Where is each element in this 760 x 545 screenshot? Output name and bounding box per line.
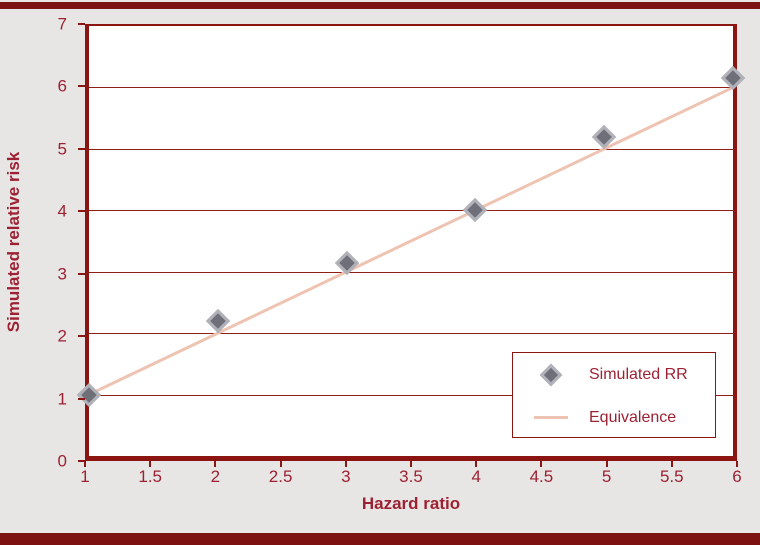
gridline-y-4 (89, 210, 733, 212)
legend-label: Equivalence (589, 408, 677, 426)
legend-row: Simulated RR (513, 353, 715, 396)
x-tick-label: 1 (80, 467, 90, 486)
y-tick-mark (78, 210, 85, 213)
legend-diamond-icon (539, 363, 563, 386)
top-border-bar (0, 2, 760, 9)
y-tick-label: 7 (57, 14, 67, 34)
y-tick-mark (78, 85, 85, 88)
y-tick-mark (78, 23, 85, 25)
x-tick-mark (475, 461, 478, 467)
x-tick-mark (279, 461, 282, 467)
y-tick-label: 1 (57, 389, 67, 409)
y-tick-label: 0 (57, 451, 67, 471)
x-tick-label: 4 (471, 467, 481, 486)
x-tick-mark (736, 461, 738, 467)
diamond-icon (513, 363, 589, 386)
legend-row: Equivalence (513, 396, 715, 439)
x-tick-mark (410, 461, 412, 467)
x-tick-mark (344, 461, 347, 467)
y-tick-label: 4 (57, 201, 67, 221)
x-tick-label: 1.5 (138, 467, 163, 486)
y-tick-mark (78, 460, 85, 462)
y-tick-label: 3 (57, 264, 67, 284)
y-tick-mark (78, 335, 85, 338)
x-tick-label: 3 (341, 467, 351, 486)
x-tick-mark (605, 461, 608, 467)
y-tick-label: 6 (57, 76, 67, 96)
x-tick-label: 5.5 (659, 467, 684, 486)
x-tick-mark (149, 461, 152, 467)
gridline-y-5 (89, 148, 733, 150)
x-tick-mark (670, 461, 673, 467)
x-tick-label: 6 (732, 467, 742, 486)
line-swatch (513, 416, 589, 419)
x-tick-label: 2.5 (268, 467, 293, 486)
x-tick-label: 2 (210, 467, 221, 486)
plot-inner (76, 26, 746, 456)
y-tick-mark (78, 147, 85, 150)
legend-line-swatch (534, 416, 568, 419)
gridline-y-1 (89, 394, 733, 396)
x-axis-gutter: 1 1.5 2 2.5 3 3.5 4 4.5 5 5.5 6 (80, 461, 742, 495)
bottom-border-bar (0, 533, 760, 545)
y-tick-label: 5 (57, 139, 67, 159)
gridline-y-6 (89, 87, 733, 89)
plot-area (76, 24, 746, 461)
gridline-y-2 (89, 333, 733, 335)
y-tick-mark (78, 397, 85, 400)
x-axis-title: Hazard ratio (361, 494, 461, 513)
gridline-y-3 (89, 271, 733, 273)
x-tick-label: 4.5 (529, 467, 554, 486)
x-tick-mark (540, 461, 543, 467)
legend-box: Simulated RR Equivalence (512, 352, 716, 438)
y-axis-gutter: 0 1 2 3 4 5 6 7 (0, 16, 85, 470)
equivalence-line (89, 26, 733, 456)
x-tick-mark (214, 461, 217, 467)
y-tick-mark (78, 272, 85, 275)
x-tick-mark (84, 461, 86, 467)
x-tick-label: 3.5 (399, 467, 423, 486)
x-tick-label: 5 (601, 467, 612, 486)
legend-label: Simulated RR (589, 365, 688, 383)
y-tick-label: 2 (57, 326, 67, 346)
